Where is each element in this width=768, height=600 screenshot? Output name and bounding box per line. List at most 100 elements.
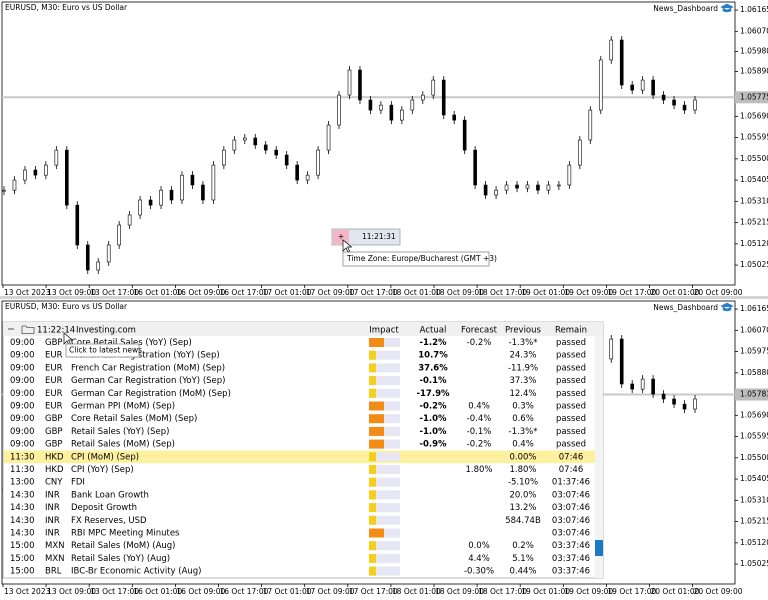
candle (619, 39, 624, 86)
candle (326, 124, 331, 151)
x-tick-label: 16 Oct 09:00 (176, 288, 225, 297)
impact-track (369, 388, 400, 398)
y-tick-label: 1.05980 (740, 46, 768, 55)
row-currency: MXN (45, 541, 65, 551)
row-previous: 12.4% (509, 389, 536, 399)
candle (651, 79, 655, 96)
row-time: 15:00 (10, 567, 35, 577)
candle (106, 244, 111, 263)
y-tick-label: 1.05120 (740, 239, 768, 248)
impact-track (369, 338, 400, 347)
candle (295, 164, 299, 181)
row-forecast: -0.2% (467, 338, 492, 348)
row-currency: INR (45, 516, 60, 526)
row-forecast: -0.30% (464, 567, 494, 577)
chart-title: EURUSD, M30: Euro vs US Dollar (5, 3, 128, 12)
row-remain: 01:37:46 (552, 478, 590, 488)
row-actual: -0.1% (419, 376, 447, 386)
impact-track (369, 439, 400, 449)
x-tick-label: 17 Oct 17:00 (349, 587, 398, 596)
y-tick-label: 1.05975 (740, 347, 768, 356)
impact-bar (369, 414, 384, 424)
candle (368, 99, 373, 111)
panel-header (3, 322, 603, 336)
row-currency: HKD (45, 465, 64, 475)
candle (180, 174, 184, 201)
row-time: 09:00 (10, 402, 35, 412)
impact-track (369, 553, 400, 563)
news-panel: 11:22:14 Investing.com Impact Actual Forecas… (2, 321, 604, 579)
candle (347, 69, 352, 96)
row-remain: passed (556, 338, 586, 348)
y-tick-label: 1.05025 (740, 559, 768, 568)
x-tick-label: 18 Oct 01:00 (392, 288, 441, 297)
candle (494, 189, 498, 196)
candle (127, 214, 132, 226)
impact-track (369, 363, 400, 373)
row-previous: 0.44% (509, 567, 536, 577)
scrollbar-thumb[interactable] (595, 540, 603, 556)
row-currency: GBP (45, 427, 63, 437)
row-event: Deposit Growth (71, 503, 137, 513)
row-time: 09:00 (10, 427, 35, 437)
row-time: 09:00 (10, 338, 35, 348)
row-previous: -5.10% (508, 478, 538, 488)
candle (431, 79, 436, 96)
x-tick-label: 17 Oct 09:00 (306, 288, 355, 297)
y-tick-label: 1.05500 (740, 453, 768, 462)
row-actual: -1.2% (419, 338, 447, 348)
row-remain: passed (556, 402, 586, 412)
impact-bar (369, 541, 376, 551)
candle (253, 137, 258, 146)
row-remain: 07:46 (559, 452, 584, 462)
x-tick-label: 17 Oct 01:00 (263, 587, 312, 596)
y-tick-label: 1.05595 (740, 133, 768, 142)
window-separator (0, 296, 768, 299)
column-header: Previous (505, 326, 541, 336)
candle (630, 84, 634, 91)
row-actual: -1.0% (419, 414, 447, 424)
candle (211, 164, 216, 201)
row-currency: GBP (45, 440, 63, 450)
candle (546, 184, 551, 191)
row-remain: 03:07:46 (552, 490, 590, 500)
row-time: 09:00 (10, 363, 35, 373)
x-tick-label: 16 Oct 01:00 (133, 288, 182, 297)
row-remain: 03:37:46 (552, 541, 590, 551)
x-tick-label: 19 Oct 17:00 (607, 587, 656, 596)
row-currency: CNY (45, 478, 63, 488)
row-event: FDI (71, 478, 85, 488)
candle (462, 119, 467, 151)
x-tick-label: 13 Oct 17:00 (90, 288, 139, 297)
row-previous: 0.4% (512, 440, 534, 450)
impact-bar (369, 515, 376, 525)
row-actual: -0.9% (419, 440, 447, 450)
y-tick-label: 1.05595 (740, 432, 768, 441)
row-currency: INR (45, 529, 60, 539)
row-previous: 24.3% (509, 351, 536, 361)
x-tick-label: 20 Oct 01:00 (651, 288, 700, 297)
row-event: CPI (MoM) (Sep) (71, 452, 139, 462)
clock-button-tab (333, 230, 349, 244)
tooltip-box (342, 251, 490, 267)
row-event: RBI MPC Meeting Minutes (71, 529, 180, 539)
row-forecast: -0.1% (467, 427, 492, 437)
y-tick-label: 1.05215 (740, 517, 768, 526)
x-tick-label: 19 Oct 09:00 (564, 288, 613, 297)
candle (316, 149, 320, 176)
panel-source[interactable]: Investing.com (76, 326, 136, 336)
panel-time[interactable]: 11:22:14 (37, 326, 75, 336)
row-currency: EUR (45, 402, 63, 412)
candle (630, 383, 634, 390)
indicator-name: News_Dashboard (653, 303, 718, 312)
candle (567, 164, 572, 186)
row-previous: -1.3%* (509, 338, 538, 348)
folder-icon[interactable] (21, 325, 35, 334)
impact-bar (369, 376, 376, 386)
candle (23, 169, 27, 181)
candle (578, 139, 582, 166)
tooltip-box (65, 343, 140, 358)
row-currency: BRL (45, 567, 62, 577)
row-previous: 0.2% (512, 541, 534, 551)
